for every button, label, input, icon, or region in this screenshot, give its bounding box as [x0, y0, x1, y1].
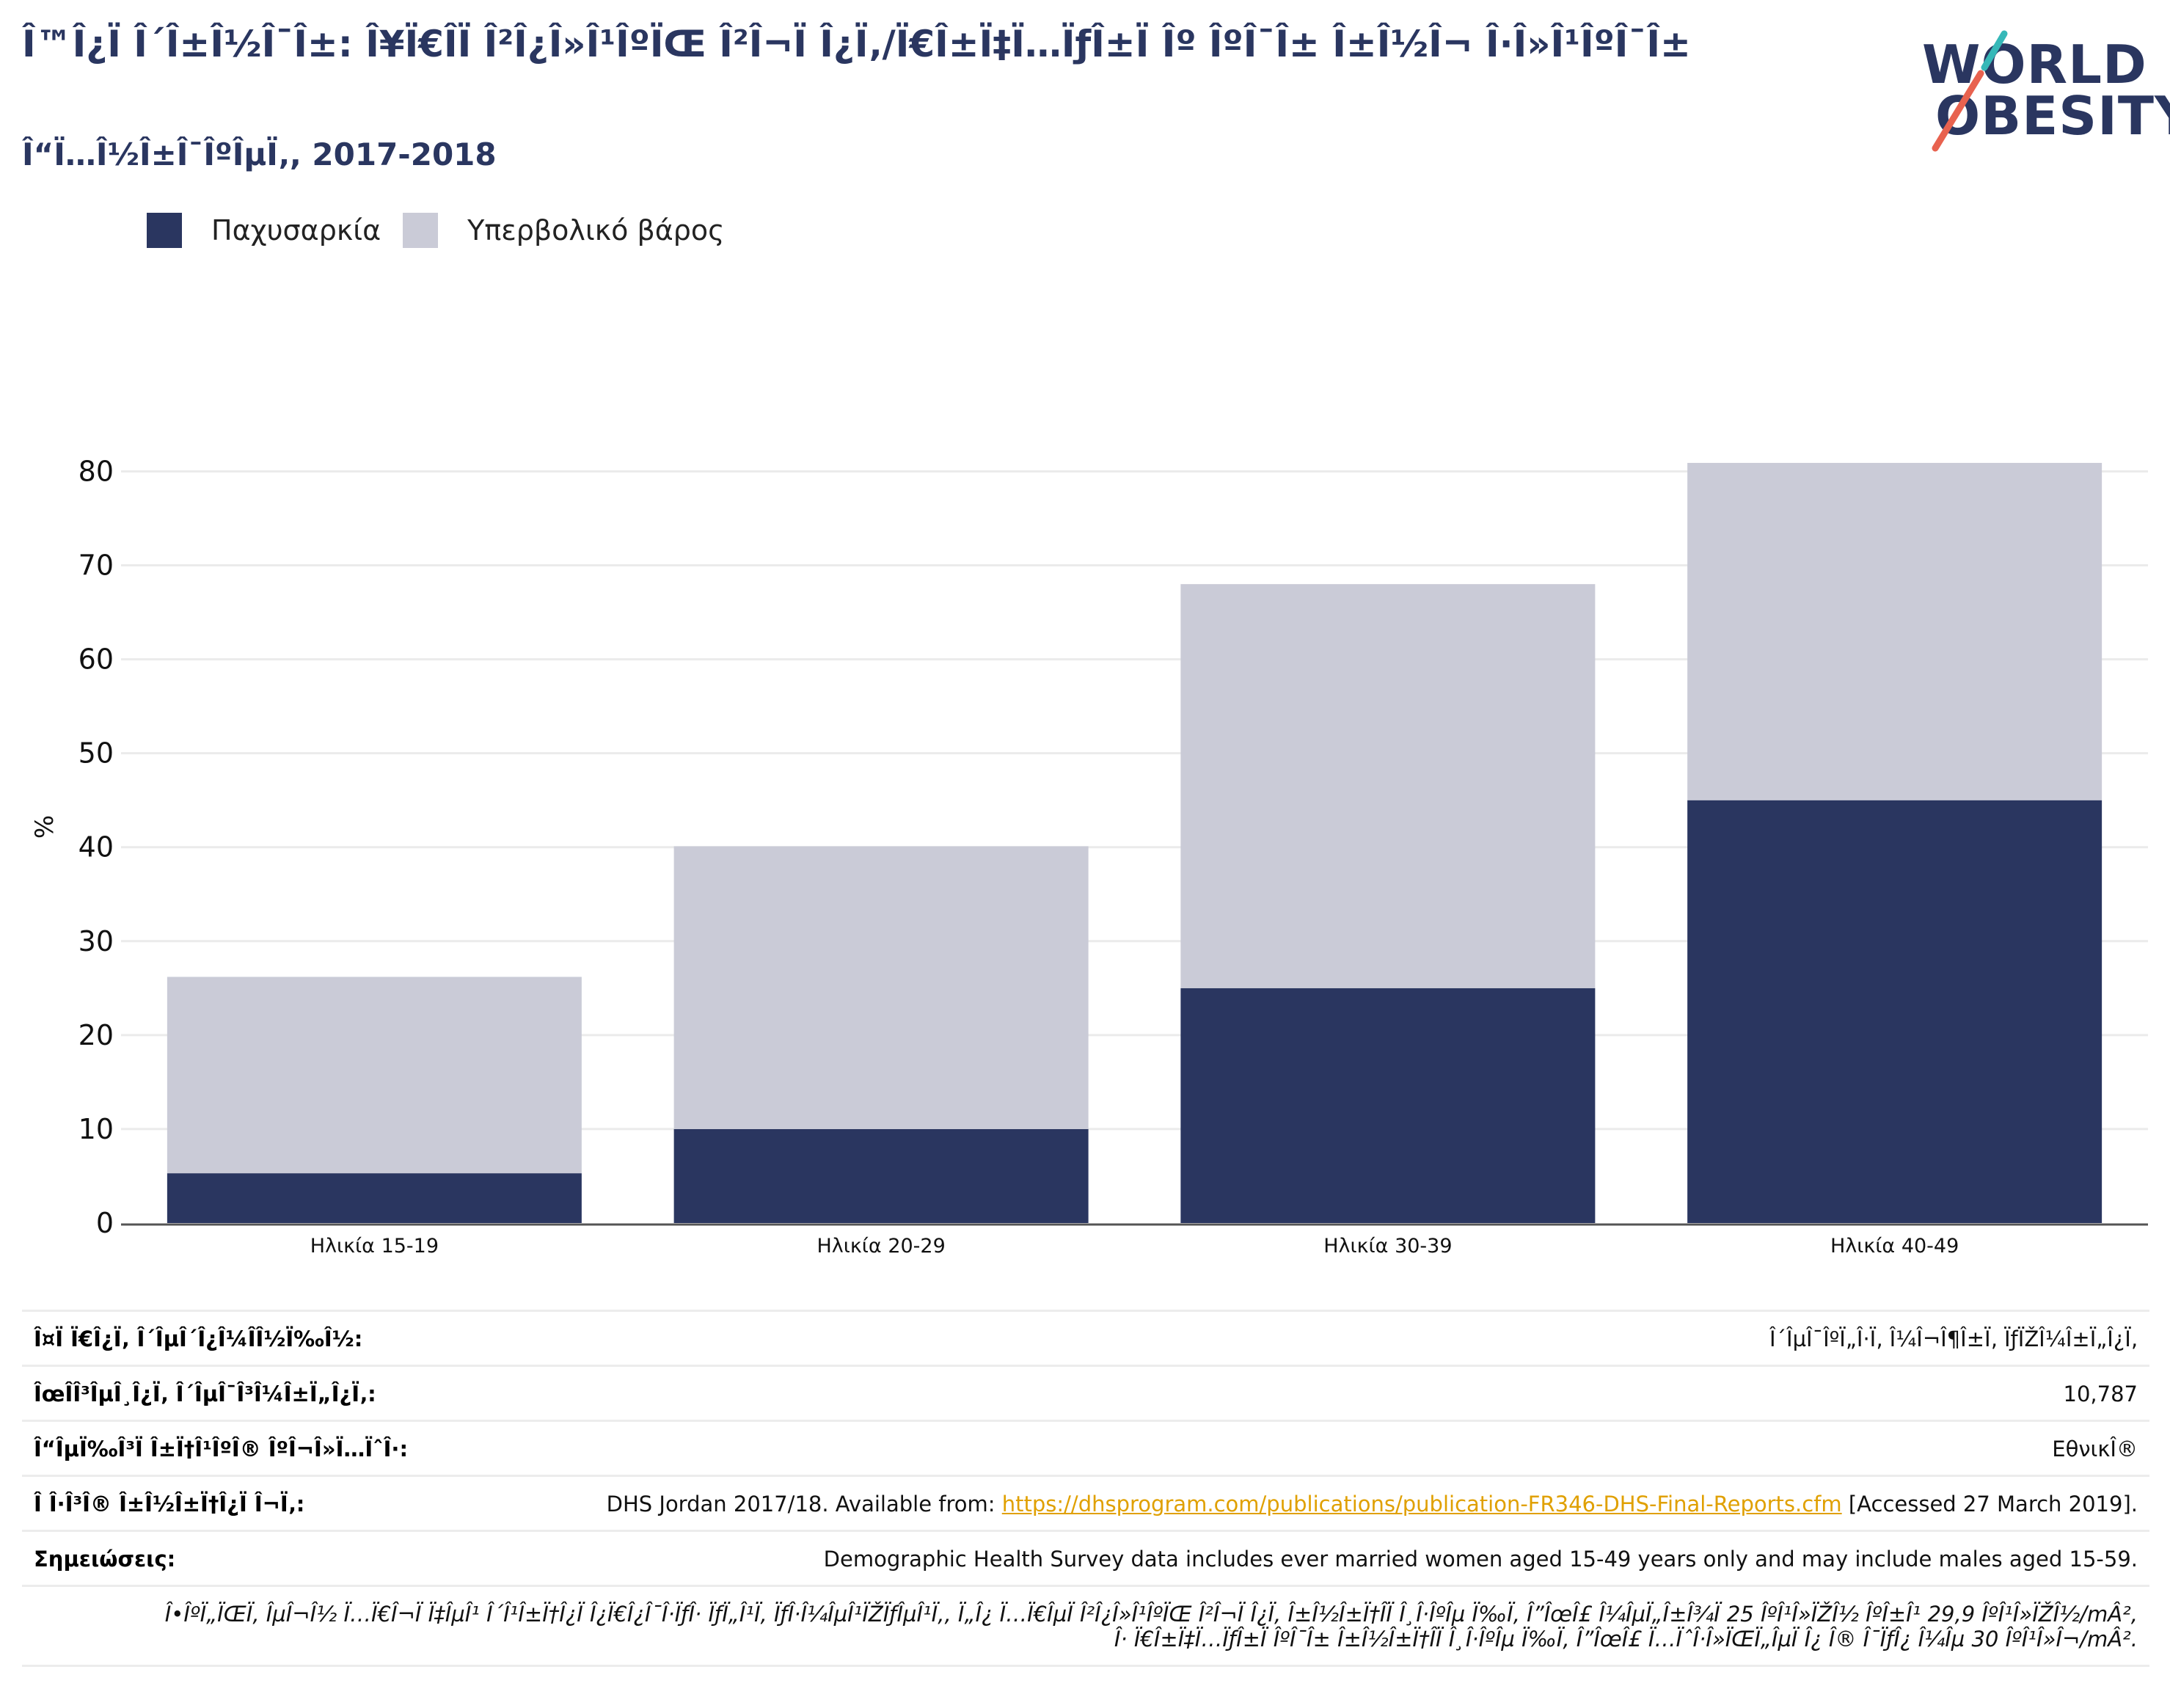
- y-tick-label: 80: [78, 455, 114, 487]
- legend-label-obesity: Παχυσαρκία: [211, 214, 381, 247]
- legend-label-overweight: Υπερβολικό βάρος: [467, 214, 725, 247]
- logo-text-obesity: OBESITY: [1935, 85, 2170, 147]
- chart-title: Î™Î¿Ï Î´Î±Î½Î¯Î±: Î¥Ï€Î­Ï Î²Î¿Î»Î¹ÎºÏŒ Î…: [22, 23, 1691, 65]
- y-tick-label: 40: [78, 831, 114, 864]
- info-key: Î¤Ï Ï€Î¿Ï‚ Î´ÎµÎ´Î¿Î¼Î­Î½Ï‰Î½:: [34, 1326, 363, 1351]
- bar-overweight: [167, 977, 582, 1174]
- x-tick-label: Ηλικία 30-39: [1323, 1235, 1452, 1258]
- bar-obesity: [167, 1173, 582, 1223]
- source-suffix: [Accessed 27 March 2019].: [1841, 1492, 2138, 1517]
- info-key: Σημειώσεις:: [34, 1547, 176, 1572]
- y-tick-label: 20: [78, 1019, 114, 1051]
- info-value: Î´ÎµÎ¯ÎºÏ„Î·Ï‚ Î¼Î¬Î¶Î±Ï‚ ÏƒÏŽÎ¼Î±Ï„Î¿Ï‚: [1769, 1326, 2138, 1351]
- info-key: Î Î·Î³Î® Î±Î½Î±Ï†Î¿Ï Î¬Ï‚:: [34, 1492, 305, 1517]
- y-axis-label: %: [30, 815, 59, 839]
- x-tick-label: Ηλικία 15-19: [310, 1235, 439, 1258]
- y-tick-label: 50: [78, 737, 114, 770]
- x-tick-label: Ηλικία 40-49: [1830, 1235, 1959, 1258]
- info-key: ÎœÎ­Î³ÎµÎ¸Î¿Ï‚ Î´ÎµÎ¯Î³Î¼Î±Ï„Î¿Ï‚:: [34, 1382, 376, 1406]
- info-row-sample-size: ÎœÎ­Î³ÎµÎ¸Î¿Ï‚ Î´ÎµÎ¯Î³Î¼Î±Ï„Î¿Ï‚: 10,78…: [22, 1365, 2149, 1420]
- info-row-data-type: Î¤Ï Ï€Î¿Ï‚ Î´ÎµÎ´Î¿Î¼Î­Î½Ï‰Î½: Î´ÎµÎ¯ÎºÏ…: [22, 1310, 2149, 1365]
- x-tick-label: Ηλικία 20-29: [817, 1235, 945, 1258]
- y-tick-label: 0: [96, 1207, 114, 1239]
- info-value: DHS Jordan 2017/18. Available from: http…: [607, 1492, 2138, 1517]
- bar-overweight: [1180, 584, 1596, 988]
- bar-obesity: [1180, 988, 1596, 1223]
- bar-overweight: [673, 846, 1089, 1129]
- logo-text-world: WORLD: [1922, 34, 2147, 95]
- info-table: Î¤Ï Ï€Î¿Ï‚ Î´ÎµÎ´Î¿Î¼Î­Î½Ï‰Î½: Î´ÎµÎ¯ÎºÏ…: [22, 1310, 2149, 1667]
- y-tick-label: 30: [78, 925, 114, 957]
- y-tick-label: 70: [78, 550, 114, 582]
- bar-obesity: [1687, 800, 2103, 1223]
- info-row-definition: Î•ÎºÏ„ÏŒÏ‚ ÎµÎ¬Î½ Ï…Ï€Î¬Ï Ï‡ÎµÎ¹ Î´Î¹Î±Ï…: [22, 1585, 2149, 1667]
- y-tick-label: 10: [78, 1113, 114, 1145]
- legend-swatch-overweight: [403, 213, 439, 248]
- legend-item-obesity: Παχυσαρκία: [147, 213, 381, 248]
- world-obesity-logo: WORLD OBESITY: [1915, 29, 2170, 154]
- legend-swatch-obesity: [147, 213, 182, 248]
- info-value: Demographic Health Survey data includes …: [823, 1547, 2138, 1572]
- info-row-coverage: Î“ÎµÏ‰Î³Ï Î±Ï†Î¹ÎºÎ® ÎºÎ¬Î»Ï…ÏˆÎ·: Eθνικ…: [22, 1420, 2149, 1475]
- info-row-source: Î Î·Î³Î® Î±Î½Î±Ï†Î¿Ï Î¬Ï‚: DHS Jordan 20…: [22, 1475, 2149, 1530]
- source-link[interactable]: https://dhsprogram.com/publications/publ…: [1001, 1492, 1842, 1517]
- chart-legend: Παχυσαρκία Υπερβολικό βάρος: [147, 213, 746, 248]
- info-value: EθνικÎ®: [2052, 1437, 2138, 1461]
- logo-slash-icon: [1932, 30, 2008, 152]
- chart-subtitle: Î“Ï…Î½Î±Î¯ÎºÎµÏ‚, 2017-2018: [22, 136, 497, 172]
- info-value: 10,787: [2063, 1382, 2138, 1406]
- bar-obesity: [673, 1128, 1089, 1223]
- source-prefix: DHS Jordan 2017/18. Available from:: [606, 1492, 1002, 1517]
- bar-overweight: [1687, 462, 2103, 800]
- definition-note: Î•ÎºÏ„ÏŒÏ‚ ÎµÎ¬Î½ Ï…Ï€Î¬Ï Ï‡ÎµÎ¹ Î´Î¹Î±Ï…: [164, 1602, 2138, 1652]
- legend-item-overweight: Υπερβολικό βάρος: [403, 213, 724, 248]
- y-tick-label: 60: [78, 643, 114, 676]
- info-key: Î“ÎµÏ‰Î³Ï Î±Ï†Î¹ÎºÎ® ÎºÎ¬Î»Ï…ÏˆÎ·:: [34, 1437, 409, 1461]
- info-row-notes: Σημειώσεις: Demographic Health Survey da…: [22, 1530, 2149, 1585]
- stacked-bar-chart: 0 10 20 30 40 50 60 70 80% Ηλικία 15-19 Ηλικία 20-…: [30, 455, 2148, 1258]
